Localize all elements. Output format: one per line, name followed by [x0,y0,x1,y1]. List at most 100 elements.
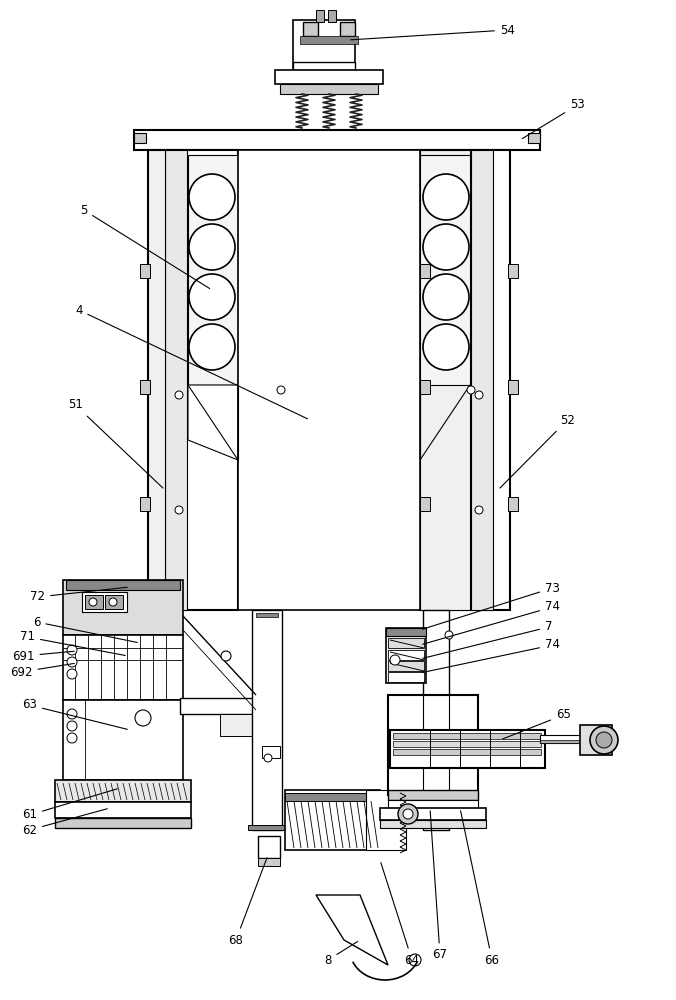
Bar [238,150,420,610]
Bar [254,698,266,738]
Circle shape [67,645,77,655]
Text: 692: 692 [10,663,74,678]
Circle shape [264,754,272,762]
Bar [386,628,426,636]
Bar [393,733,541,739]
Bar [388,661,424,671]
Bar [508,497,518,511]
Bar [388,695,478,795]
Bar [340,22,355,36]
Circle shape [189,224,235,270]
Circle shape [109,598,117,606]
Bar [293,20,355,70]
Bar [148,150,165,610]
Circle shape [423,174,469,220]
Circle shape [221,651,231,661]
Bar [85,595,103,609]
Bar [165,150,187,610]
Bar [140,264,150,278]
Bar [252,610,282,830]
Text: 61: 61 [22,789,118,822]
Bar [55,780,191,802]
Bar [63,635,183,700]
Bar [55,818,191,828]
Text: 63: 63 [22,698,127,729]
Bar [148,150,238,610]
Circle shape [423,224,469,270]
Bar [280,84,378,94]
Bar [380,808,486,820]
Bar [275,70,383,84]
Bar [366,790,406,850]
Circle shape [67,709,77,719]
Bar [393,741,541,747]
Text: 7: 7 [422,620,552,658]
Circle shape [67,733,77,743]
Text: 73: 73 [422,582,560,629]
Bar [285,793,380,801]
Circle shape [423,274,469,320]
Text: 72: 72 [30,587,127,603]
Text: 65: 65 [502,708,571,739]
Circle shape [596,732,612,748]
Bar [420,150,510,610]
Bar [540,735,585,743]
Circle shape [398,804,418,824]
Circle shape [189,174,235,220]
Text: 62: 62 [22,809,107,836]
Circle shape [423,324,469,370]
Bar [140,497,150,511]
Circle shape [467,386,475,394]
Text: 5: 5 [80,204,210,289]
Bar [262,746,280,758]
Bar [258,858,280,866]
Text: 67: 67 [430,811,448,962]
Bar [580,725,612,755]
Bar [388,790,478,800]
Text: 66: 66 [460,811,500,966]
Bar [393,749,541,755]
Circle shape [67,721,77,731]
Bar [508,380,518,394]
Bar [386,628,426,683]
Bar [66,580,180,590]
Text: 8: 8 [324,941,358,966]
Circle shape [475,391,483,399]
Bar [388,638,424,648]
Circle shape [67,657,77,667]
Circle shape [475,506,483,514]
Bar [256,613,278,617]
Text: 71: 71 [20,631,125,655]
Bar [105,595,123,609]
Bar [303,22,318,36]
Bar [258,836,280,858]
Circle shape [67,669,77,679]
Bar [420,150,470,610]
Polygon shape [316,895,388,965]
Bar [188,155,238,385]
Bar [300,36,358,44]
Bar [388,672,424,682]
Circle shape [189,324,235,370]
Text: 54: 54 [351,23,515,40]
Bar [248,825,286,830]
Circle shape [189,274,235,320]
Text: 52: 52 [500,414,575,488]
Text: 74: 74 [422,600,560,644]
Bar [134,130,540,150]
Circle shape [175,506,183,514]
Bar [293,62,355,70]
Circle shape [409,954,421,966]
Bar [180,698,256,714]
Bar [82,592,127,612]
Bar [55,802,191,818]
Bar [423,695,449,795]
Bar [328,10,336,22]
Text: 4: 4 [75,304,308,419]
Bar [420,380,430,394]
Circle shape [403,809,413,819]
Bar [380,820,486,828]
Bar [316,10,324,22]
Bar [63,580,183,635]
Bar [220,714,255,736]
